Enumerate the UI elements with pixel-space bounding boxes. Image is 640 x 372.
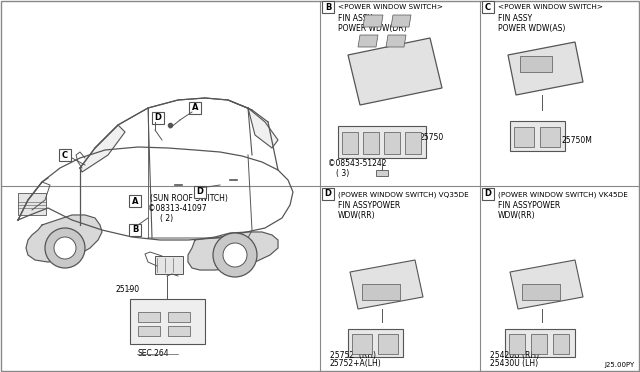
Text: FIN ASSYPOWER: FIN ASSYPOWER [498,201,560,210]
Polygon shape [508,42,583,95]
Circle shape [54,237,76,259]
Bar [155,256,183,274]
Text: D: D [484,189,492,199]
Text: FIN ASSYPOWER: FIN ASSYPOWER [338,201,400,210]
Bar [189,102,201,114]
Bar [522,284,560,300]
Text: ( 3): ( 3) [336,169,349,178]
Bar [342,132,358,154]
Bar [129,195,141,207]
Bar [194,186,206,198]
Polygon shape [188,232,278,270]
Bar [520,56,552,72]
Bar [18,193,46,215]
Text: FIN ASSY: FIN ASSY [338,14,372,23]
Text: 25420U (RH): 25420U (RH) [490,351,539,360]
Text: ©08543-51242: ©08543-51242 [328,159,387,168]
Text: 25752  (RH): 25752 (RH) [330,351,376,360]
Text: D: D [196,187,204,196]
Bar [510,121,565,151]
Text: D: D [154,113,161,122]
Text: C: C [485,3,491,12]
Bar [138,312,160,322]
Text: WDW(RR): WDW(RR) [498,211,536,220]
Bar [376,170,388,176]
Text: POWER WDW(DR): POWER WDW(DR) [338,24,406,33]
Text: 25750: 25750 [420,133,444,142]
Bar [152,112,164,124]
Text: <POWER WINDOW SWITCH>: <POWER WINDOW SWITCH> [498,4,603,10]
Bar [514,127,534,147]
Circle shape [45,228,85,268]
Bar [531,334,547,354]
Text: A: A [132,196,138,205]
Bar [168,326,190,336]
Text: 25430U (LH): 25430U (LH) [490,359,538,368]
Text: (POWER WINDOW SWITCH) VK45DE: (POWER WINDOW SWITCH) VK45DE [498,191,628,198]
Bar [384,132,400,154]
Circle shape [223,243,247,267]
Polygon shape [348,38,442,105]
Bar [130,299,205,344]
Bar [405,132,421,154]
Polygon shape [80,98,268,168]
Bar [482,1,494,13]
Bar [348,329,403,357]
Text: J25.00PY: J25.00PY [605,362,635,368]
Text: A: A [192,103,198,112]
Text: C: C [62,151,68,160]
Text: ( 2): ( 2) [160,214,173,223]
Bar [540,127,560,147]
Text: B: B [132,225,138,234]
Bar [129,224,141,236]
Bar [363,132,379,154]
Bar [482,188,494,200]
Polygon shape [80,125,125,172]
Circle shape [213,233,257,277]
Bar [505,329,575,357]
Text: <POWER WINDOW SWITCH>: <POWER WINDOW SWITCH> [338,4,443,10]
Polygon shape [358,35,378,47]
Bar [59,149,71,161]
Text: (SUN ROOF SWITCH): (SUN ROOF SWITCH) [150,194,228,203]
Text: B: B [325,3,331,12]
Polygon shape [386,35,406,47]
Bar [362,284,400,300]
Text: 25752+A(LH): 25752+A(LH) [330,359,381,368]
Polygon shape [363,15,383,27]
Polygon shape [26,215,102,262]
Bar [338,126,426,158]
Text: 25190: 25190 [115,285,139,294]
Text: FIN ASSY: FIN ASSY [498,14,532,23]
Bar [322,1,334,13]
Bar [168,312,190,322]
Text: 25750M: 25750M [562,136,593,145]
Bar [553,334,569,354]
Text: SEC.264: SEC.264 [138,349,170,358]
Polygon shape [350,260,423,309]
Text: WDW(RR): WDW(RR) [338,211,376,220]
Text: D: D [324,189,332,199]
Bar [352,334,372,354]
Bar [378,334,398,354]
Polygon shape [248,108,278,148]
Polygon shape [18,147,293,240]
Text: (POWER WINDOW SWITCH) VQ35DE: (POWER WINDOW SWITCH) VQ35DE [338,191,468,198]
Polygon shape [391,15,411,27]
Text: POWER WDW(AS): POWER WDW(AS) [498,24,565,33]
Polygon shape [510,260,583,309]
Bar [138,326,160,336]
Bar [509,334,525,354]
Bar [322,188,334,200]
Text: ©08313-41097: ©08313-41097 [148,204,207,213]
